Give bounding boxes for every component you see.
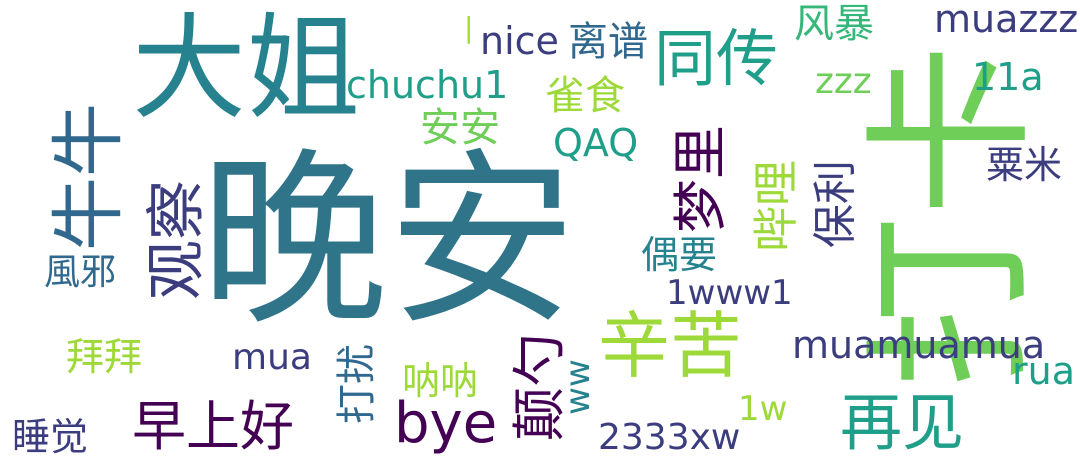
- word-zzz: zzz: [815, 61, 872, 102]
- word-dajie: 大姐: [132, 2, 361, 135]
- word-tongchuan: 同传: [654, 22, 779, 95]
- word-baoli: 保利: [810, 160, 861, 248]
- word-mua: mua: [232, 337, 312, 378]
- word-bye: bye: [394, 391, 498, 456]
- word-rua: rua: [1012, 349, 1075, 393]
- word-niuniu: 牛牛: [46, 103, 132, 251]
- word-bar: |: [464, 11, 474, 44]
- word-2333xw: 2333xw: [598, 417, 741, 458]
- word-1w: 1w: [738, 389, 788, 429]
- word-chuchu1: chuchu1: [346, 63, 509, 107]
- word-liopu: 离谱: [568, 19, 648, 65]
- word-fengxie: 風邪: [44, 252, 117, 293]
- word-11a: 11a: [972, 55, 1044, 99]
- word-1www1: 1www1: [666, 273, 793, 313]
- word-queshi: 雀食: [545, 73, 625, 119]
- word-darao: 打扰: [334, 344, 380, 424]
- word-nana: 呐呐: [402, 359, 479, 403]
- word-anan: 安安: [420, 105, 500, 151]
- word-nice: nice: [480, 19, 559, 63]
- word-guancha: 观察: [142, 180, 212, 300]
- word-shuijiao: 睡觉: [12, 415, 89, 459]
- word-muamuamua: muamuamua: [792, 323, 1046, 367]
- word-mengli: 梦里: [669, 125, 732, 233]
- word-fengbao: 风暴: [794, 1, 874, 47]
- word-xinku: 辛苦: [598, 304, 743, 388]
- word-baibai: 拜拜: [66, 335, 143, 379]
- word-muazzz: muazzz: [934, 0, 1079, 41]
- word-ww: ww: [557, 359, 598, 415]
- word-bili: 哔哩: [749, 160, 803, 252]
- word-zaijian: 再见: [840, 386, 965, 459]
- word-ouyao: 偶要: [641, 233, 718, 277]
- word-wanan: 晚安: [200, 132, 576, 351]
- word-zaoshanghao: 早上好: [132, 395, 294, 458]
- word-qaq: QAQ: [553, 121, 639, 165]
- word-sumi: 粟米: [986, 143, 1063, 187]
